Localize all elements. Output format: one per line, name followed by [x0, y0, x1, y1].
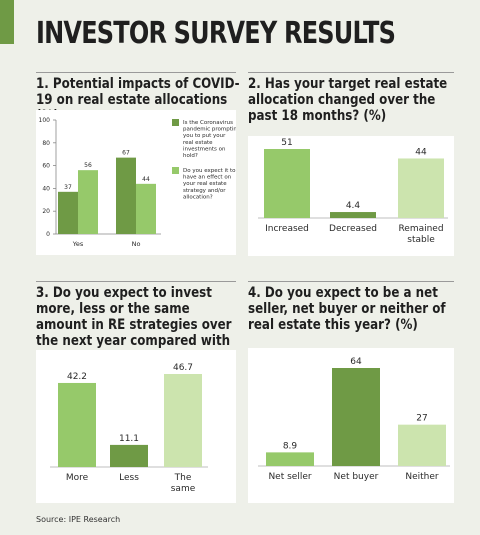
y-tick-label: 60 [42, 163, 50, 170]
legend-text-line: hold? [183, 153, 198, 159]
legend-label-series-1: Is the Coronavirus pandemic prompting you … [183, 120, 236, 159]
bar-the-same [164, 374, 202, 467]
legend-text-line: real estate [183, 140, 213, 146]
chart-2-title: 2. Has your target real estate allocatio… [248, 76, 448, 124]
divider-line [36, 281, 236, 282]
category-label: Decreased [329, 224, 377, 234]
legend-text-line: strategy and/or [183, 188, 226, 194]
category-label: Net seller [268, 472, 311, 482]
bar-value-label: 8.9 [283, 441, 298, 451]
divider-line [248, 72, 454, 73]
legend-text-line: you to put your [183, 133, 226, 139]
bar-no-series-1 [116, 157, 136, 234]
legend-text-line: allocation? [183, 194, 213, 200]
bar-neither [398, 424, 446, 466]
bar-value-label: 64 [350, 357, 362, 367]
bar-value-label: 44 [415, 147, 427, 157]
bar-net-buyer [332, 368, 380, 466]
chart-4-svg: 8.9 Net seller 64 Net buyer 27 Neither [258, 357, 450, 482]
bar-value-label: 11.1 [119, 434, 139, 444]
legend-text-line: your real estate [183, 181, 227, 187]
bar-no-series-2 [136, 183, 156, 234]
bar-value-label: 42.2 [67, 372, 87, 382]
category-label: Yes [72, 240, 84, 248]
bar-value-label: 44 [142, 176, 150, 183]
legend-text-line: pandemic prompting [183, 127, 236, 133]
legend-text-line: Is the Coronavirus [183, 120, 233, 126]
category-label: Neither [405, 472, 439, 482]
bar-decreased [330, 212, 376, 218]
category-label: Less [119, 473, 139, 483]
bar-value-label: 37 [64, 184, 72, 191]
legend-swatch-series-2 [172, 167, 179, 174]
category-label: No [132, 240, 141, 248]
bar-more [58, 382, 96, 467]
bar-net-seller [266, 452, 314, 466]
divider-line [248, 281, 454, 282]
chart-4-panel: 8.9 Net seller 64 Net buyer 27 Neither [248, 348, 454, 503]
category-label: Net buyer [334, 472, 379, 482]
legend-swatch-series-1 [172, 119, 179, 126]
bar-value-label: 51 [281, 138, 292, 148]
source-note: Source: IPE Research [36, 515, 121, 524]
category-label: stable [407, 235, 435, 245]
legend-label-series-2: Do you expect it to have an effect on your… [183, 168, 236, 200]
divider-line [36, 72, 236, 73]
bar-value-label: 56 [84, 162, 92, 169]
corner-accent-tab [0, 0, 14, 44]
y-tick-label: 40 [42, 185, 50, 192]
bar-increased [264, 149, 310, 218]
bar-value-label: 4.4 [346, 201, 361, 211]
bar-value-label: 27 [416, 414, 427, 424]
chart-4-title: 4. Do you expect to be a net seller, net… [248, 285, 446, 333]
bar-yes-series-1 [58, 191, 78, 234]
chart-3-panel: 42.2 More 11.1 Less 46.7 The same [36, 350, 236, 503]
legend-text-line: investments on [183, 146, 226, 152]
chart-1-panel: 0 20 40 60 80 100 37 56 67 44 Yes No Is the Coron… [36, 110, 241, 255]
bar-value-label: 46.7 [173, 363, 193, 373]
category-label: Increased [265, 224, 309, 234]
y-tick-label: 100 [39, 117, 51, 124]
category-label: More [66, 473, 89, 483]
category-label: same [171, 484, 196, 494]
bar-less [110, 444, 148, 467]
y-tick-label: 0 [46, 231, 50, 238]
category-label: Remained [398, 224, 443, 234]
bar-value-label: 67 [122, 150, 130, 157]
legend-text-line: Do you expect it to [183, 168, 236, 174]
category-label: The [174, 473, 192, 483]
y-tick-label: 80 [42, 140, 50, 147]
chart-1-svg: 0 20 40 60 80 100 37 56 67 44 Yes No Is the Coron… [39, 117, 241, 248]
legend-text-line: have an effect on [183, 175, 232, 181]
bar-yes-series-2 [78, 170, 98, 234]
page-title: INVESTOR SURVEY RESULTS [36, 16, 396, 51]
bar-remained-stable [398, 158, 444, 218]
y-tick-label: 20 [42, 208, 50, 215]
chart-2-panel: 51 Increased 4.4 Decreased 44 Remained stable [248, 136, 454, 256]
